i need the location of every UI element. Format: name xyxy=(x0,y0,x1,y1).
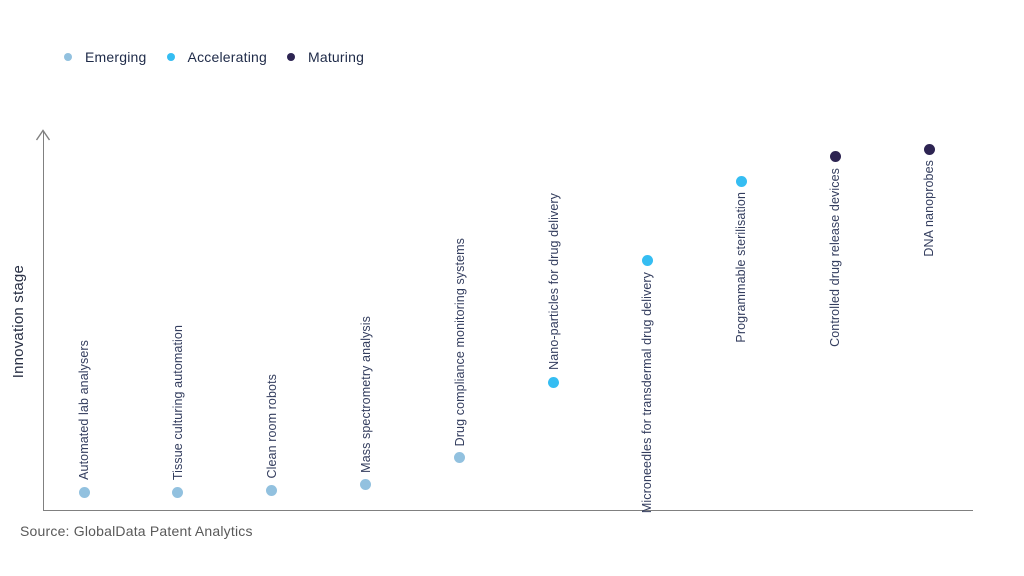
data-point-label: Nano-particles for drug delivery xyxy=(546,193,561,371)
legend-dot-icon xyxy=(286,53,295,61)
data-point xyxy=(548,376,559,388)
legend-label: Accelerating xyxy=(187,49,267,65)
data-point-label: DNA nanoprobes xyxy=(922,160,937,257)
data-point-label: Programmable sterilisation xyxy=(734,192,749,343)
data-point-label: Drug compliance monitoring systems xyxy=(452,237,467,446)
legend-label: Emerging xyxy=(85,49,147,65)
legend-item-emerging: Emerging xyxy=(64,49,147,65)
y-axis-title: Innovation stage xyxy=(10,264,27,379)
data-point xyxy=(360,478,372,490)
data-point-label: Mass spectrometry analysis xyxy=(358,315,373,473)
data-point xyxy=(454,452,466,464)
y-axis-title-wrap: Innovation stage xyxy=(10,132,27,511)
source-attribution: Source: GlobalData Patent Analytics xyxy=(20,523,253,539)
data-point xyxy=(735,175,747,187)
data-point-label: Automated lab analysers xyxy=(77,340,91,481)
data-point xyxy=(266,484,278,496)
data-point xyxy=(78,486,90,498)
data-point xyxy=(829,151,841,163)
legend-dot-icon xyxy=(166,53,175,61)
y-axis-arrowhead-icon xyxy=(36,129,51,141)
legend-dot-icon xyxy=(64,53,72,61)
data-point-label: Microneedles for transdermal drug delive… xyxy=(640,271,655,513)
data-point-label: Clean room robots xyxy=(264,373,279,479)
legend-item-accelerating: Accelerating xyxy=(166,49,267,65)
data-point xyxy=(172,486,184,498)
legend: Emerging Accelerating Maturing xyxy=(64,48,364,66)
data-point-label: Controlled drug release devices xyxy=(828,167,843,347)
legend-label: Maturing xyxy=(307,49,365,65)
legend-item-maturing: Maturing xyxy=(286,49,365,65)
data-point xyxy=(923,143,935,155)
data-point-label: Tissue culturing automation xyxy=(170,324,185,481)
plot-area: Automated lab analysers Tissue culturing … xyxy=(36,129,973,513)
data-point xyxy=(641,255,653,267)
